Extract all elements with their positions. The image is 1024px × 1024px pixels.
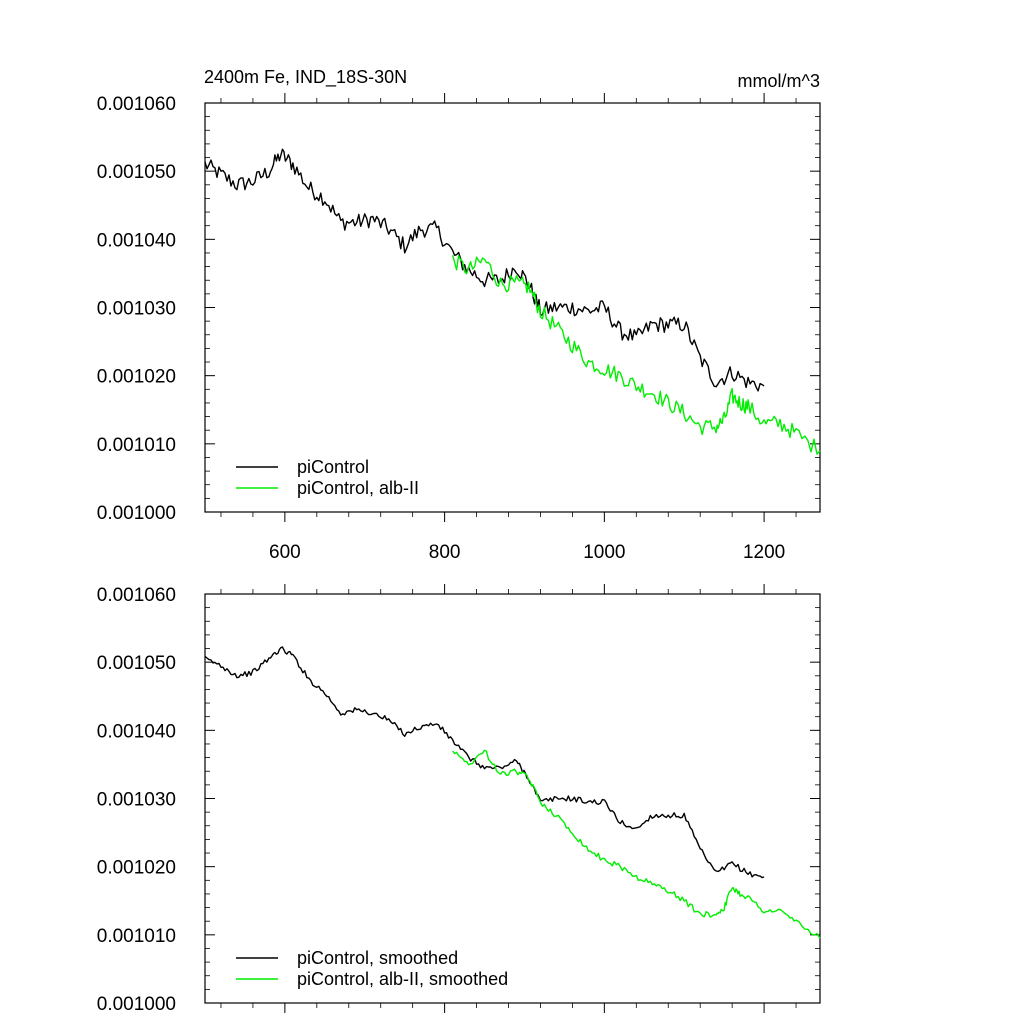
bottom-panel: 0.001000 0.001010 0.001020 0.001030 0.001040… bbox=[97, 584, 821, 1015]
legend-label: piControl bbox=[297, 457, 369, 477]
legend-label: piControl, alb-II bbox=[297, 478, 419, 498]
y-tick-label: 0.001060 bbox=[97, 94, 176, 115]
y-tick-label: 0.001060 bbox=[97, 585, 176, 606]
y-tick-label: 0.001050 bbox=[97, 653, 176, 674]
units-label: mmol/m^3 bbox=[738, 71, 820, 91]
x-tick-label: 600 bbox=[269, 542, 301, 563]
plot-frame bbox=[204, 102, 821, 513]
y-tick-label: 0.001040 bbox=[97, 721, 176, 742]
y-tick-label: 0.001020 bbox=[97, 367, 176, 388]
series-line-picontrol bbox=[204, 646, 765, 879]
chart-title: 2400m Fe, IND_18S-30N bbox=[204, 67, 407, 88]
top-panel: 2400m Fe, IND_18S-30N mmol/m^3 0.001000 0… bbox=[97, 67, 821, 563]
y-tick-label: 0.001040 bbox=[97, 230, 176, 251]
x-tick-label: 1200 bbox=[743, 542, 785, 563]
plot-frame bbox=[204, 593, 821, 1004]
y-tick-label: 0.001030 bbox=[97, 790, 176, 811]
y-tick-label: 0.001000 bbox=[97, 503, 176, 524]
legend-label: piControl, smoothed bbox=[297, 948, 458, 968]
y-tick-label: 0.001050 bbox=[97, 162, 176, 183]
series-line-picontrol bbox=[204, 148, 765, 392]
y-tick-label: 0.001030 bbox=[97, 299, 176, 320]
y-tick-label: 0.001010 bbox=[97, 435, 176, 456]
y-tick-label: 0.001010 bbox=[97, 926, 176, 947]
x-tick-label: 1000 bbox=[583, 542, 625, 563]
series-line-alb-ii bbox=[452, 749, 821, 939]
x-tick-label: 800 bbox=[429, 542, 461, 563]
y-tick-label: 0.001000 bbox=[97, 994, 176, 1015]
y-tick-label: 0.001020 bbox=[97, 858, 176, 879]
series-line-alb-ii bbox=[451, 254, 821, 455]
legend-label: piControl, alb-II, smoothed bbox=[297, 969, 508, 989]
